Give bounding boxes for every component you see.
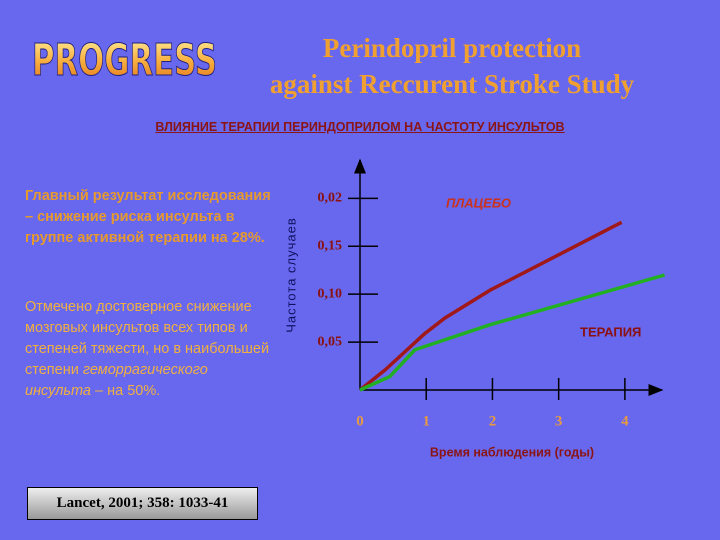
note-text: – на 50%. (91, 383, 161, 399)
y-axis-label: Частота случаев (283, 217, 298, 333)
x-tick-label: 1 (422, 413, 430, 429)
x-tick-label: 4 (621, 413, 629, 429)
x-tick-label: 3 (555, 413, 563, 429)
note-text: Отмечено достоверное снижение мозговых и… (25, 299, 270, 378)
series-line (358, 220, 623, 392)
y-tick-label: 0,15 (318, 238, 343, 253)
series-line (359, 273, 666, 392)
main-result: Главный результат исследования – снижени… (25, 188, 271, 246)
y-tick-label: 0,05 (318, 334, 343, 349)
series-label: ТЕРАПИЯ (580, 324, 641, 339)
note: Отмечено достоверное снижение мозговых и… (25, 297, 275, 402)
x-tick-label: 2 (489, 413, 497, 429)
note-emphasis: геморрагического инсульта (25, 362, 208, 399)
x-axis-label: Время наблюдения (годы) (430, 445, 594, 459)
logo: PROGRESS (32, 35, 217, 86)
chart-title: ВЛИЯНИЕ ТЕРАПИИ ПЕРИНДОПРИЛОМ НА ЧАСТОТУ… (155, 120, 565, 134)
slide-title: against Reccurent Stroke Study (269, 69, 635, 99)
citation: Lancet, 2001; 358: 1033-41 (27, 487, 258, 520)
x-tick-label: 0 (356, 413, 364, 429)
series-label: ПЛАЦЕБО (446, 195, 511, 210)
y-tick-label: 0,02 (318, 191, 343, 206)
slide-title: Perindopril protection (322, 33, 582, 63)
y-tick-label: 0,10 (318, 286, 343, 301)
